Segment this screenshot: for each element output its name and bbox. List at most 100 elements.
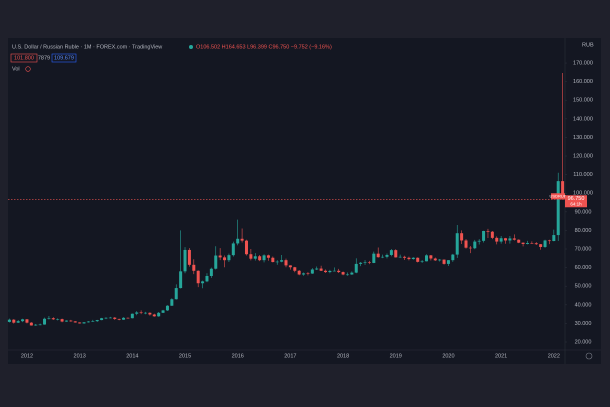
y-tick-label: 80.000: [575, 228, 592, 234]
candle-body: [482, 230, 486, 241]
candle-body: [284, 260, 288, 266]
candle-body: [73, 321, 77, 323]
y-tick-label: 160.000: [573, 79, 593, 85]
candle-body: [288, 265, 292, 268]
candle-body: [337, 270, 341, 273]
candle-body: [108, 317, 112, 319]
candle-body: [12, 319, 16, 323]
candle-body: [7, 319, 11, 322]
candle-body: [34, 324, 38, 326]
candle-body: [196, 270, 200, 284]
candle-body: [416, 257, 420, 262]
candle-body: [192, 264, 196, 271]
candle-body: [530, 243, 534, 244]
candle-body: [341, 272, 345, 275]
candle-body: [363, 262, 367, 264]
candle-body: [205, 275, 209, 282]
candle-body: [240, 238, 244, 241]
settings-icon[interactable]: [585, 352, 593, 360]
candle-body: [350, 272, 354, 275]
y-tick-label: 130.000: [573, 135, 593, 141]
candle-body: [95, 320, 99, 322]
candle-body: [82, 322, 86, 324]
candle-body: [214, 255, 218, 269]
y-tick-label: 20.000: [575, 339, 592, 345]
candle-body: [521, 242, 525, 244]
candle-body: [451, 254, 455, 261]
candle-body: [354, 263, 358, 273]
candle-body: [144, 312, 148, 314]
candle-body: [148, 312, 152, 315]
chart-title: U.S. Dollar / Russian Ruble · 1M · FOREX…: [12, 44, 162, 50]
candle-body: [47, 318, 51, 319]
candle-body: [293, 267, 297, 271]
candle-body: [122, 317, 126, 320]
x-tick-label: 2017: [284, 353, 296, 359]
x-tick-label: 2022: [548, 353, 560, 359]
countdown-label: 64:1h: [570, 201, 582, 206]
candle-body: [174, 288, 178, 300]
candle-body: [38, 324, 42, 326]
candle-body: [29, 322, 33, 326]
candle-body: [477, 240, 481, 242]
candle-body: [534, 243, 538, 245]
x-tick-label: 2020: [442, 353, 454, 359]
candle-body: [394, 250, 398, 258]
y-tick-label: 140.000: [573, 116, 593, 122]
candle-body: [561, 181, 565, 200]
candle-body: [179, 271, 183, 289]
buy-badge[interactable]: [51, 53, 77, 63]
candle-body: [275, 261, 279, 263]
candle-body: [78, 322, 82, 324]
currency[interactable]: RUB: [582, 42, 594, 48]
candle-body: [424, 255, 428, 262]
chart-panel: [8, 38, 601, 364]
candle-body: [135, 312, 139, 314]
candle-body: [244, 240, 248, 255]
x-tick-label: 2012: [21, 353, 33, 359]
candle-body: [407, 257, 411, 260]
candle-body: [332, 270, 336, 272]
candle-body: [543, 240, 547, 247]
candle-body: [324, 270, 328, 273]
candle-body: [315, 268, 319, 270]
candle-body: [517, 239, 521, 243]
candle-body: [223, 257, 227, 261]
y-tick-label: 150.000: [573, 98, 593, 104]
market-status: [189, 45, 193, 49]
candle-body: [249, 254, 253, 259]
candle-body: [201, 281, 205, 284]
candle-body: [547, 240, 551, 242]
candle-body: [86, 321, 90, 323]
candle-body: [262, 255, 266, 261]
candle-body: [367, 262, 371, 264]
y-tick-label: 60.000: [575, 265, 592, 271]
candle-body: [266, 255, 270, 258]
candle-body: [69, 320, 73, 322]
candle-body: [271, 257, 275, 263]
buy-price: 109.679: [54, 55, 74, 61]
candle-body: [302, 273, 306, 275]
candle-body: [21, 319, 25, 322]
candle-body: [398, 256, 402, 258]
candle-body: [157, 312, 161, 317]
candle-body: [389, 250, 393, 255]
candle-body: [455, 233, 459, 255]
candle-body: [433, 258, 437, 261]
candle-body: [512, 238, 516, 240]
candle-body: [130, 313, 134, 319]
candle-body: [438, 259, 442, 261]
symbol-label: USDRUB: [550, 193, 567, 198]
candle-body: [104, 317, 108, 319]
candle-body: [345, 274, 349, 276]
x-tick-label: 2015: [179, 353, 191, 359]
candle-body: [442, 259, 446, 264]
last-price-tag: [565, 195, 587, 208]
x-tick-label: 2014: [126, 353, 138, 359]
indicator-warning[interactable]: [25, 66, 31, 72]
candle-body: [126, 317, 130, 319]
candle-body: [490, 231, 494, 238]
sell-badge[interactable]: [10, 53, 38, 63]
candle-body: [403, 256, 407, 258]
